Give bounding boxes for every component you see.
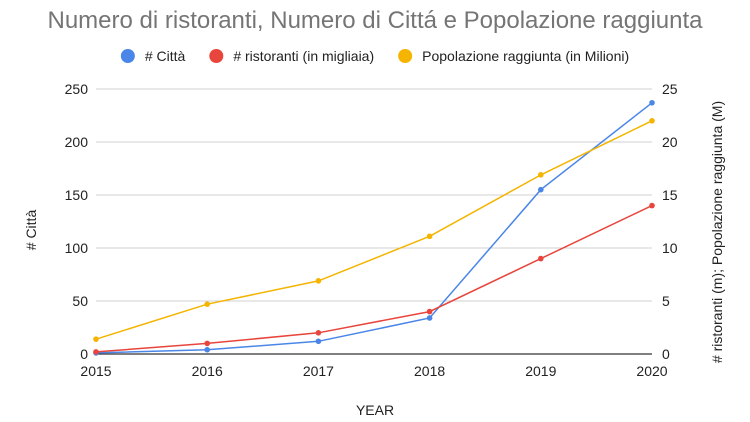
legend-swatch: [209, 49, 224, 63]
right-tick-label: 5: [662, 293, 670, 309]
data-point: [426, 308, 433, 315]
data-point: [204, 346, 210, 353]
data-point: [538, 186, 544, 193]
data-point: [204, 301, 210, 307]
right-tick-label: 15: [662, 187, 678, 203]
chart-title: Numero di ristoranti, Numero di Cittá e …: [48, 7, 704, 34]
data-point: [649, 99, 655, 106]
grid: [96, 88, 652, 355]
left-tick-label: 250: [65, 81, 89, 97]
data-point: [426, 233, 433, 240]
series-line-2: [95, 120, 653, 340]
series-group: [93, 99, 655, 356]
right-axis-ticks: 0 5 10 15 20 25: [662, 81, 678, 362]
data-point: [315, 338, 322, 345]
data-point: [315, 278, 322, 284]
x-axis-label: YEAR: [356, 402, 394, 418]
data-point: [93, 349, 99, 355]
left-axis-label: # Città: [23, 210, 39, 251]
legend: # Città # ristoranti (in migliaia) Popolaz…: [120, 48, 629, 64]
x-tick-label: 2020: [636, 363, 667, 379]
data-point: [315, 330, 322, 336]
x-tick-label: 2015: [80, 363, 111, 379]
data-point: [426, 315, 433, 321]
left-axis-ticks: 0 50 100 150 200 250: [65, 81, 89, 362]
x-axis-ticks: 2015 2016 2017 2018 2019 2020: [80, 363, 667, 379]
x-tick-label: 2016: [192, 363, 223, 379]
x-tick-label: 2018: [414, 363, 445, 379]
x-tick-label: 2017: [303, 363, 334, 379]
left-tick-label: 200: [65, 134, 89, 150]
left-tick-label: 100: [65, 240, 89, 256]
legend-label: # Città: [145, 48, 186, 64]
right-tick-label: 10: [662, 240, 678, 256]
data-point: [538, 255, 544, 262]
series-line-0: [95, 102, 653, 354]
left-tick-label: 0: [80, 346, 88, 362]
data-point: [538, 172, 544, 178]
legend-swatch: [120, 49, 135, 63]
right-tick-label: 25: [662, 81, 678, 97]
left-tick-label: 50: [72, 293, 88, 309]
right-tick-label: 0: [662, 346, 670, 362]
data-point: [649, 202, 655, 209]
legend-label: # ristoranti (in migliaia): [233, 48, 374, 64]
right-axis-label: # ristoranti (m); Popolazione raggiunta …: [709, 101, 725, 363]
data-point: [649, 118, 655, 124]
series-line-1: [95, 204, 653, 353]
x-tick-label: 2019: [525, 363, 556, 379]
right-tick-label: 20: [662, 134, 678, 150]
data-point: [93, 336, 99, 342]
legend-swatch: [398, 49, 413, 63]
data-point: [204, 340, 210, 347]
left-tick-label: 150: [65, 187, 89, 203]
legend-label: Popolazione raggiunta (in Milioni): [422, 48, 629, 64]
